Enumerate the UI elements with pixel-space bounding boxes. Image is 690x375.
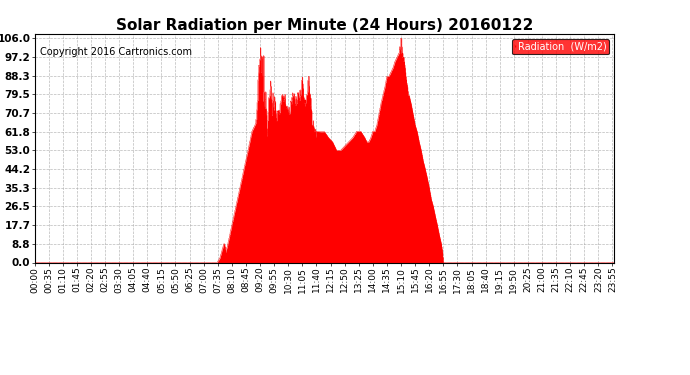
- Title: Solar Radiation per Minute (24 Hours) 20160122: Solar Radiation per Minute (24 Hours) 20…: [116, 18, 533, 33]
- Text: Copyright 2016 Cartronics.com: Copyright 2016 Cartronics.com: [40, 48, 193, 57]
- Legend: Radiation  (W/m2): Radiation (W/m2): [512, 39, 609, 54]
